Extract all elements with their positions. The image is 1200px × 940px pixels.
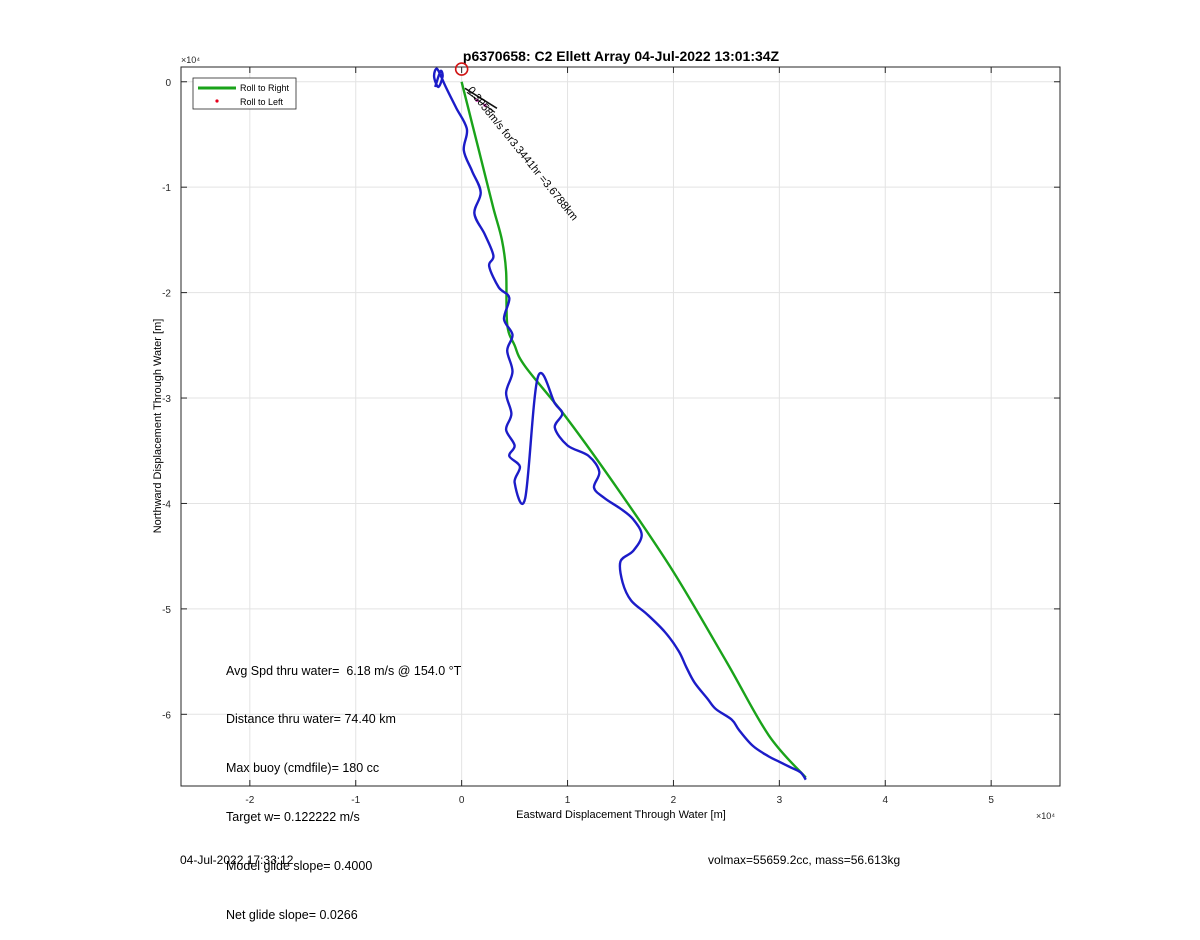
trajectory-chart: p6370658: C2 Ellett Array 04-Jul-2022 13… [152, 48, 1061, 821]
stat-avg-speed: Avg Spd thru water= 6.18 m/s @ 154.0 °T [226, 663, 462, 678]
current-annotation: 0.3058m/s for3.3441hr =3.6788km [465, 85, 580, 223]
x-tick-label: 2 [671, 795, 677, 806]
stat-max-buoy: Max buoy (cmdfile)= 180 cc [226, 761, 380, 776]
legend-box [192, 77, 297, 110]
y-tick-label: -3 [162, 394, 171, 405]
stats-text-block: Avg Spd thru water= 6.18 m/s @ 154.0 °T … [226, 630, 461, 940]
grid [181, 67, 1060, 786]
x-tick-label: 0 [459, 795, 465, 806]
x-exponent-label: ×10⁴ [1036, 811, 1055, 821]
y-tick-label: -4 [162, 499, 171, 510]
series-trajectory [432, 67, 807, 781]
x-axis-label: Eastward Displacement Through Water [m] [516, 809, 726, 821]
y-tick-label: -6 [162, 710, 171, 721]
footer-volmax-mass: volmax=55659.2cc, mass=56.613kg [708, 853, 901, 867]
roll-left-marker [483, 103, 487, 107]
x-tick-label: 3 [777, 795, 783, 806]
y-axis-label: Northward Displacement Through Water [m] [152, 319, 164, 534]
y-tick-label: 0 [165, 78, 171, 89]
stat-model-glide-slope: Model glide slope= 0.4000 [226, 859, 373, 874]
legend-swatch-roll-left [215, 99, 219, 103]
series-roll-to-right [460, 81, 807, 779]
y-exponent-label: ×10⁴ [181, 55, 200, 65]
footer-timestamp: 04-Jul-2022 17:33:12 [180, 853, 294, 867]
start-marker-circle [454, 62, 469, 76]
plot-area-border [180, 66, 1061, 787]
y-tick-label: -1 [162, 183, 171, 194]
x-tick-label: 1 [565, 795, 571, 806]
x-tick-label: 4 [882, 795, 888, 806]
axis-ticks: -2 -1 0 1 2 3 4 5 0 -1 -2 -3 -4 -5 -6 [162, 67, 1060, 806]
series-layer [432, 62, 807, 781]
roll-left-marker [475, 98, 479, 102]
x-tick-label: -2 [245, 795, 254, 806]
chart-title: p6370658: C2 Ellett Array 04-Jul-2022 13… [463, 48, 780, 64]
y-tick-label: -2 [162, 289, 171, 300]
current-vector-line [464, 87, 498, 109]
legend-label-roll-right: Roll to Right [240, 83, 290, 93]
stat-target-w: Target w= 0.122222 m/s [226, 810, 360, 825]
y-tick-label: -5 [162, 605, 171, 616]
legend: Roll to Right Roll to Left [192, 77, 297, 110]
stat-distance: Distance thru water= 74.40 km [226, 712, 396, 727]
current-vector-line [466, 91, 496, 113]
stat-net-glide-slope: Net glide slope= 0.0266 [226, 908, 358, 923]
legend-label-roll-left: Roll to Left [240, 97, 284, 107]
x-tick-label: -1 [351, 795, 360, 806]
x-tick-label: 5 [988, 795, 994, 806]
annotation-layer: 0.3058m/s for3.3441hr =3.6788km [464, 85, 580, 223]
